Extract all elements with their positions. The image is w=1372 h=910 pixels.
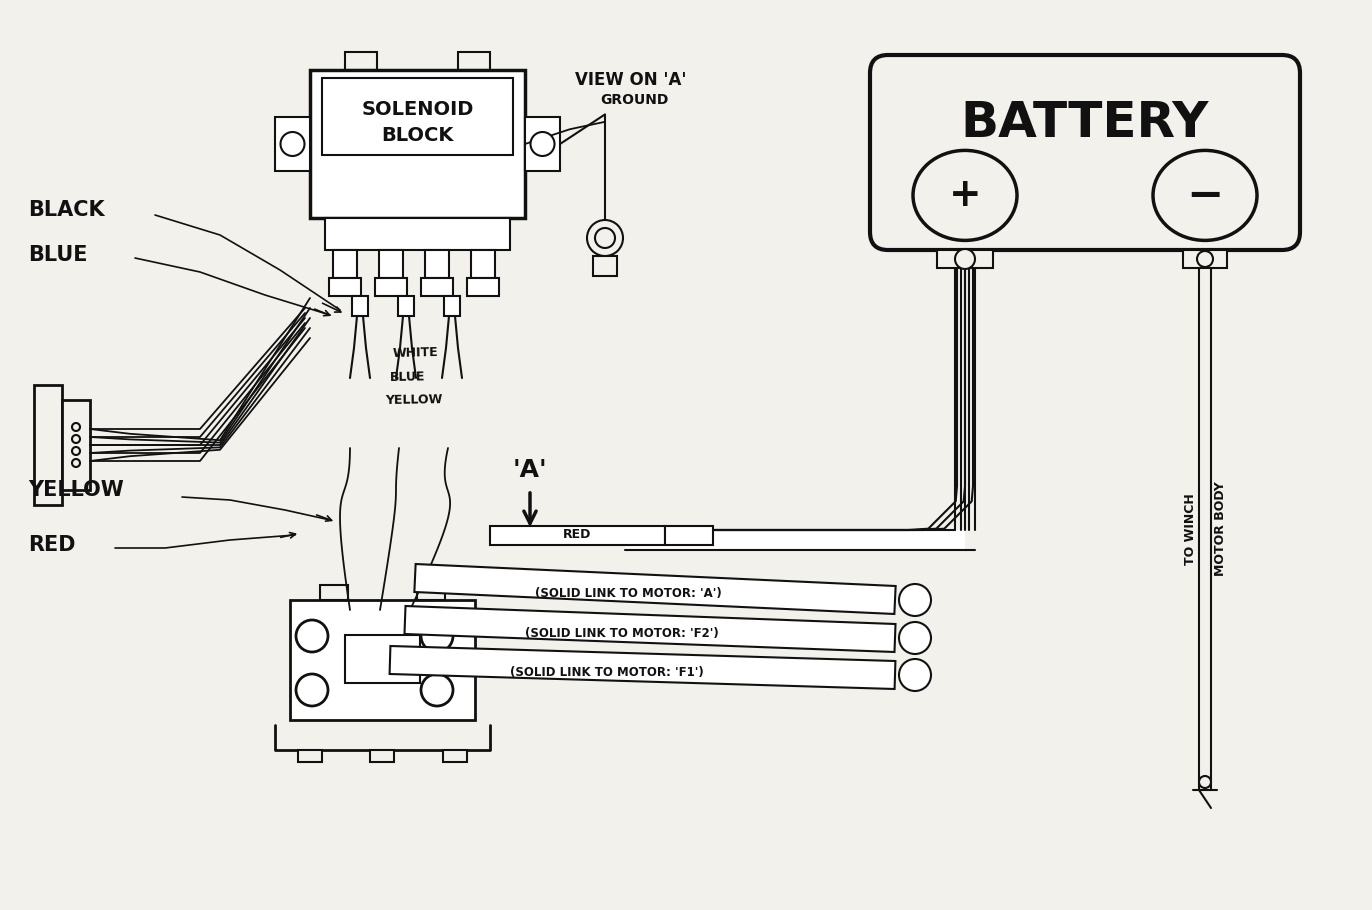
Circle shape — [899, 659, 932, 691]
Circle shape — [71, 459, 80, 467]
Circle shape — [280, 132, 305, 156]
Circle shape — [955, 249, 975, 269]
Bar — [310, 70, 525, 218]
Bar — [525, 117, 560, 171]
Bar — [445, 296, 460, 316]
Circle shape — [1199, 776, 1211, 788]
Text: (SOLID LINK TO MOTOR: 'F2'): (SOLID LINK TO MOTOR: 'F2') — [525, 628, 719, 641]
Bar — [289, 600, 475, 720]
Bar — [344, 635, 420, 683]
Bar — [458, 52, 490, 70]
Text: YELLOW: YELLOW — [27, 480, 123, 500]
Text: 'A': 'A' — [513, 458, 547, 482]
Bar — [320, 585, 348, 600]
Text: RED: RED — [563, 529, 591, 541]
Bar — [421, 278, 453, 296]
Circle shape — [421, 674, 453, 706]
Text: BLACK: BLACK — [27, 200, 104, 220]
Text: MOTOR BODY: MOTOR BODY — [1214, 481, 1228, 576]
Circle shape — [899, 622, 932, 654]
Circle shape — [71, 447, 80, 455]
Bar — [665, 526, 713, 545]
Bar — [593, 256, 617, 276]
Bar — [490, 526, 665, 545]
Bar — [325, 218, 510, 250]
Text: SOLENOID: SOLENOID — [361, 100, 473, 119]
Bar — [466, 278, 499, 296]
Bar — [34, 385, 62, 505]
Bar — [375, 278, 407, 296]
Bar — [1183, 250, 1227, 268]
Circle shape — [71, 435, 80, 443]
Bar — [417, 585, 445, 600]
Circle shape — [296, 674, 328, 706]
Text: BLUE: BLUE — [27, 245, 88, 265]
Bar — [274, 117, 310, 171]
Bar — [398, 296, 414, 316]
Text: BLOCK: BLOCK — [381, 126, 454, 145]
Circle shape — [296, 620, 328, 652]
Text: BLUE: BLUE — [390, 370, 425, 384]
Bar — [425, 250, 449, 278]
Bar — [322, 78, 513, 155]
Bar — [379, 250, 403, 278]
Bar — [353, 296, 368, 316]
Text: (SOLID LINK TO MOTOR: 'A'): (SOLID LINK TO MOTOR: 'A') — [535, 588, 722, 601]
Polygon shape — [414, 564, 896, 614]
Circle shape — [71, 423, 80, 431]
Text: YELLOW: YELLOW — [386, 393, 443, 407]
Bar — [62, 400, 91, 490]
Circle shape — [587, 220, 623, 256]
Bar — [443, 750, 466, 762]
Text: GROUND: GROUND — [600, 93, 668, 106]
Circle shape — [531, 132, 554, 156]
Bar — [344, 52, 377, 70]
Text: TO WINCH: TO WINCH — [1184, 493, 1198, 565]
Polygon shape — [405, 606, 896, 652]
Text: BATTERY: BATTERY — [960, 99, 1209, 147]
Ellipse shape — [1152, 150, 1257, 240]
Bar — [937, 250, 993, 268]
Text: −: − — [1187, 174, 1224, 217]
Bar — [370, 750, 394, 762]
Text: +: + — [948, 177, 981, 215]
Text: RED: RED — [27, 535, 75, 555]
Bar — [333, 250, 357, 278]
Bar — [329, 278, 361, 296]
Bar — [626, 530, 965, 550]
Polygon shape — [390, 646, 896, 689]
Text: VIEW ON 'A': VIEW ON 'A' — [575, 71, 686, 89]
Circle shape — [1196, 251, 1213, 267]
Text: WHITE: WHITE — [392, 346, 439, 359]
Ellipse shape — [912, 150, 1017, 240]
FancyBboxPatch shape — [870, 55, 1301, 250]
Text: (SOLID LINK TO MOTOR: 'F1'): (SOLID LINK TO MOTOR: 'F1') — [510, 666, 704, 679]
Circle shape — [899, 584, 932, 616]
Bar — [471, 250, 495, 278]
Bar — [298, 750, 322, 762]
Bar — [1199, 268, 1211, 790]
Circle shape — [595, 228, 615, 248]
Circle shape — [421, 620, 453, 652]
